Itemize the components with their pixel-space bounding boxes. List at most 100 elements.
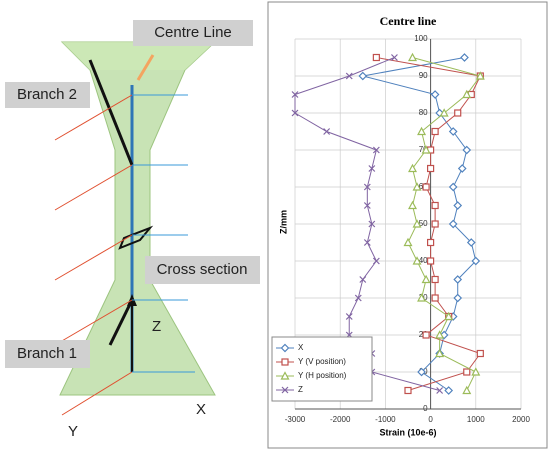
pointer xyxy=(136,54,155,81)
label: Cross section xyxy=(157,261,248,278)
point xyxy=(368,220,376,228)
label: Branch 1 xyxy=(17,345,77,362)
point xyxy=(372,257,380,265)
point xyxy=(427,257,435,265)
legend-marker xyxy=(280,343,290,353)
legend-marker xyxy=(281,358,289,366)
point xyxy=(431,294,439,302)
point xyxy=(430,90,440,99)
legend-label: Y (V position) xyxy=(298,357,346,366)
y-tick-label: 70 xyxy=(419,145,428,154)
point xyxy=(431,127,439,136)
label-box xyxy=(5,340,90,368)
point xyxy=(368,165,376,172)
branch-2-line xyxy=(88,59,134,166)
x-axis-label: Strain (10e-6) xyxy=(379,427,436,437)
point xyxy=(421,145,431,154)
point xyxy=(372,146,380,154)
point xyxy=(359,276,367,283)
x-tick-label: -3000 xyxy=(285,415,306,424)
point xyxy=(431,201,439,210)
point xyxy=(412,182,422,191)
point xyxy=(463,368,471,376)
point xyxy=(453,201,463,210)
point xyxy=(471,256,481,266)
point xyxy=(412,256,422,265)
point xyxy=(372,53,380,62)
legend-label: X xyxy=(298,343,304,352)
y-axis-label: Z/mm xyxy=(278,210,288,234)
plot: -3000-2000-10000100020000102030405060708… xyxy=(271,34,530,424)
point xyxy=(404,386,412,395)
blue-arrows xyxy=(132,94,195,373)
label: Centre Line xyxy=(154,24,232,41)
y-tick-label: 50 xyxy=(419,219,428,228)
chart-title: Centre line xyxy=(380,14,437,28)
x-tick-label: 0 xyxy=(428,415,433,424)
point xyxy=(417,293,427,302)
point xyxy=(412,219,422,228)
label-box xyxy=(133,20,253,46)
point xyxy=(291,91,299,98)
axis-label: Z xyxy=(152,318,161,335)
point xyxy=(439,108,449,117)
point xyxy=(448,182,458,192)
point xyxy=(457,164,467,173)
point xyxy=(460,53,469,62)
cross-section-shape xyxy=(118,225,154,250)
legend-label: Y (H position) xyxy=(298,371,347,380)
branch-1-line xyxy=(108,299,134,346)
point xyxy=(448,219,458,229)
point xyxy=(431,220,439,228)
y-tick-label: 90 xyxy=(419,71,428,80)
point xyxy=(475,71,485,80)
point xyxy=(471,367,481,376)
point xyxy=(422,183,430,191)
point xyxy=(476,349,484,358)
point xyxy=(454,109,462,117)
x-tick-label: 2000 xyxy=(512,415,530,424)
point xyxy=(462,89,472,99)
red-arrows xyxy=(54,94,133,416)
point xyxy=(403,237,413,247)
x-tick-label: 1000 xyxy=(467,415,485,424)
point xyxy=(358,71,368,81)
point xyxy=(291,109,299,117)
y-tick-label: 40 xyxy=(419,256,428,265)
point xyxy=(363,183,371,191)
diagram: Centre Line Branch 2 Cross section Branc… xyxy=(5,20,260,440)
legend-label: Z xyxy=(298,385,303,394)
legend-marker xyxy=(281,358,289,366)
point xyxy=(323,128,331,135)
point xyxy=(345,72,353,80)
legend-marker xyxy=(281,386,289,394)
legend-marker xyxy=(280,371,290,380)
point xyxy=(363,239,371,246)
point xyxy=(448,127,458,136)
point xyxy=(417,126,427,136)
point xyxy=(462,385,472,395)
pipe-top xyxy=(62,42,215,70)
label-box xyxy=(5,82,90,108)
legend-marker xyxy=(280,343,290,353)
point xyxy=(431,275,439,284)
legend-marker xyxy=(281,386,289,394)
label: Branch 2 xyxy=(17,86,77,103)
point xyxy=(354,294,362,302)
point xyxy=(444,386,454,395)
point xyxy=(408,200,418,210)
point xyxy=(435,348,445,358)
point xyxy=(408,163,418,173)
point xyxy=(408,52,418,62)
point xyxy=(453,293,463,303)
point xyxy=(453,275,463,284)
point xyxy=(466,238,476,247)
point xyxy=(427,238,435,247)
pipe-body xyxy=(59,41,217,396)
y-tick-label: 80 xyxy=(419,108,428,117)
y-tick-label: 100 xyxy=(414,34,428,43)
point xyxy=(421,274,431,284)
point xyxy=(391,54,398,61)
legend-marker xyxy=(280,371,290,380)
